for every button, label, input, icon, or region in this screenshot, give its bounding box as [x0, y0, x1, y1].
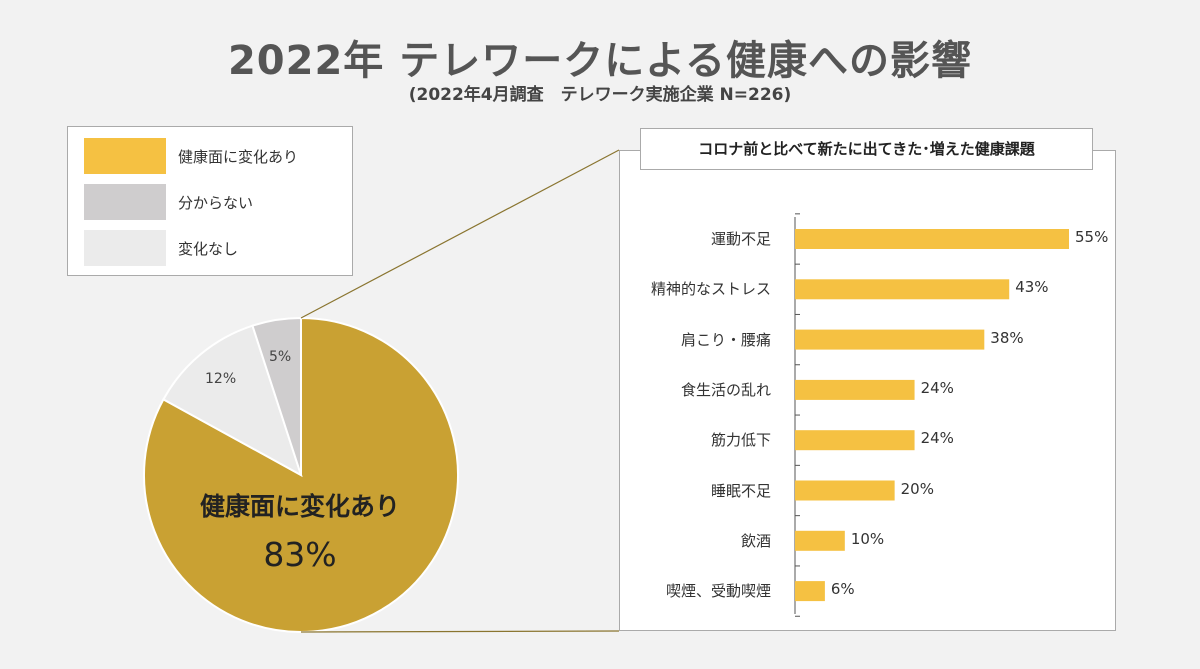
bar-value-label: 20% — [900, 479, 934, 498]
legend-label-change: 健康面に変化あり — [178, 147, 299, 166]
pie-value-change: 83% — [263, 535, 337, 574]
bar — [795, 379, 915, 400]
bar-chart — [794, 213, 1069, 617]
legend-swatch-change — [84, 138, 166, 174]
bar — [795, 229, 1069, 249]
pie-label-change: 健康面に変化あり — [199, 492, 400, 521]
pie-slice-unknown — [251, 316, 302, 476]
connector-line-bottom — [300, 630, 620, 633]
bar — [795, 480, 895, 501]
bar-value-label: 24% — [920, 429, 954, 448]
bar — [795, 430, 915, 451]
page-subtitle: (2022年4月調査 テレワーク実施企業 N=226) — [408, 85, 792, 105]
bar-chart-title: コロナ前と比べて新たに出てきた･増えた健康課題 — [640, 128, 1093, 170]
bar-category-label: 食生活の乱れ — [680, 380, 771, 399]
legend-item-unknown: 分からない — [84, 184, 253, 220]
pie-value-unknown: 5% — [269, 349, 292, 365]
bar-value-label: 6% — [830, 580, 855, 599]
bar-category-label: 肩こり・腰痛 — [680, 330, 771, 349]
bar — [795, 581, 825, 602]
bar-category-label: 運動不足 — [710, 230, 771, 248]
legend: 健康面に変化あり 分からない 変化なし — [67, 126, 353, 276]
bar-value-label: 10% — [850, 529, 885, 548]
bar-value-label: 55% — [1075, 228, 1109, 246]
bar — [795, 329, 985, 350]
bar-value-label: 43% — [1015, 278, 1049, 297]
bar — [795, 279, 1010, 300]
legend-swatch-unknown — [84, 184, 166, 220]
pie-chart — [143, 316, 459, 633]
pie-value-nochange: 12% — [205, 371, 237, 387]
bar-category-label: 睡眠不足 — [710, 481, 771, 500]
legend-item-nochange: 変化なし — [84, 230, 238, 266]
pie-slice-nochange — [162, 324, 303, 478]
bar-category-label: 飲酒 — [740, 531, 771, 550]
legend-label-unknown: 分からない — [178, 193, 254, 212]
legend-label-nochange: 変化なし — [178, 239, 239, 258]
bar-category-label: 筋力低下 — [710, 431, 771, 450]
legend-item-change: 健康面に変化あり — [84, 138, 298, 174]
pie-connector-lines — [300, 149, 620, 633]
bar-category-label: 喫煙、受動喫煙 — [665, 582, 771, 601]
bar-value-label: 38% — [990, 328, 1024, 347]
connector-line-top — [300, 149, 620, 319]
legend-swatch-nochange — [84, 230, 166, 266]
bar-category-label: 精神的なストレス — [650, 280, 771, 299]
page-title: 2022年 テレワークによる健康への影響 — [227, 38, 973, 84]
bar — [795, 530, 845, 551]
bar-value-label: 24% — [920, 378, 954, 397]
